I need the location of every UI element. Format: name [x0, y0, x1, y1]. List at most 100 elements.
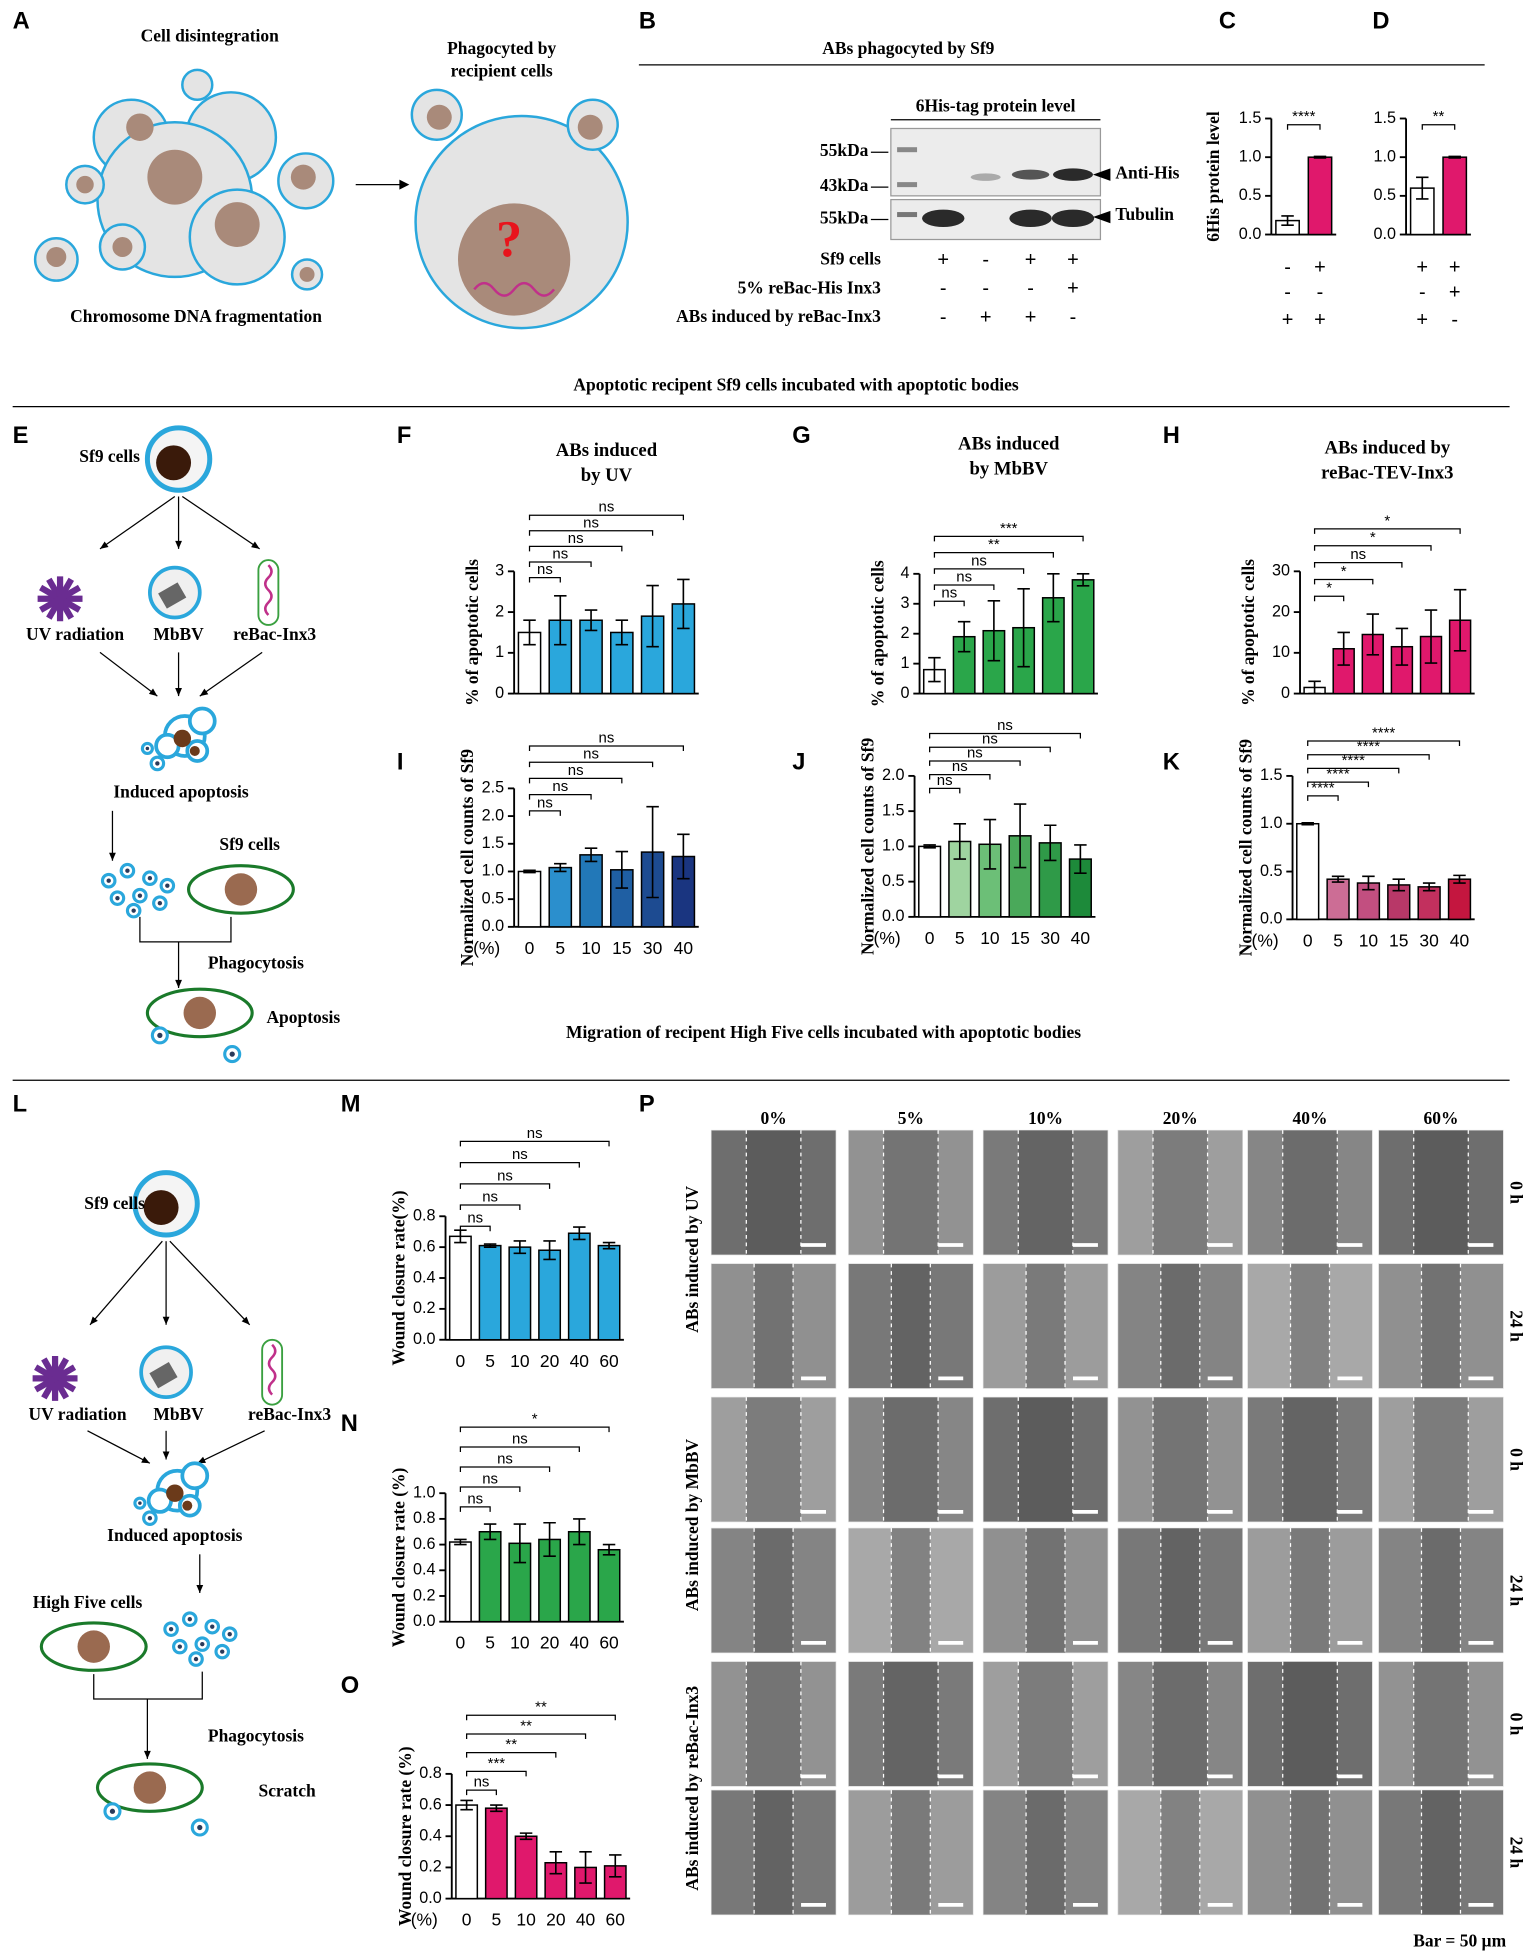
panel-letter: B — [639, 9, 656, 35]
bar — [567, 1232, 591, 1341]
sign: - — [1070, 306, 1077, 328]
significance-label: ns — [997, 717, 1013, 734]
significance-bracket — [933, 568, 1025, 574]
micrograph — [710, 1129, 837, 1256]
error-bar — [554, 862, 567, 873]
significance-bracket — [466, 1714, 616, 1721]
x-tick-label: 5 — [485, 1633, 495, 1653]
bar — [597, 1244, 621, 1341]
y-tick-label: 0.5 — [482, 889, 505, 907]
arrow-head — [175, 540, 182, 549]
significance-label: ns — [583, 514, 599, 531]
arrow — [169, 1240, 251, 1326]
x-tick-label: 30 — [1041, 928, 1061, 948]
bar — [478, 1244, 502, 1341]
bar — [1326, 878, 1350, 921]
diagram-label: UV radiation — [28, 1404, 126, 1424]
wound-gap — [1413, 1397, 1469, 1522]
nucleus — [224, 873, 258, 906]
arrow-head — [399, 179, 410, 190]
y-tick-label: 1 — [495, 643, 504, 661]
micrograph — [1117, 1263, 1243, 1389]
x-unit: (%) — [411, 1910, 438, 1930]
panel-letter: O — [341, 1673, 359, 1699]
significance-label: ** — [988, 536, 1000, 553]
vesicle-core — [109, 1808, 116, 1814]
significance-bracket — [929, 760, 1021, 766]
error-bar — [615, 619, 629, 646]
bar — [1307, 156, 1333, 236]
error-bar — [584, 609, 598, 632]
wound-gap — [1152, 1397, 1208, 1522]
bracket — [93, 1671, 203, 1700]
error-bar — [1313, 155, 1327, 159]
vesicle-core — [229, 1051, 235, 1057]
micrograph — [1378, 1661, 1504, 1787]
significance-bracket — [528, 794, 592, 800]
x-tick-label: 40 — [674, 938, 694, 958]
x-unit: (%) — [1252, 930, 1279, 950]
significance-label: ns — [583, 746, 599, 763]
y-tick-label: 1.0 — [1260, 814, 1283, 832]
heading: Migration of recipent High Five cells in… — [566, 1022, 1081, 1042]
x-tick-label: 20 — [540, 1351, 560, 1371]
significance-label: ns — [552, 545, 568, 562]
wound-gap — [883, 1397, 939, 1522]
significance-bracket — [459, 1225, 491, 1232]
error-bar — [579, 1851, 592, 1884]
sign: + — [1025, 249, 1037, 271]
y-tick-label: 1.0 — [413, 1483, 436, 1501]
bar — [478, 1530, 502, 1623]
time-label: 24 h — [1507, 1575, 1526, 1607]
nucleus — [166, 1484, 184, 1502]
vesicle-core — [155, 761, 160, 766]
column-header: 5% — [898, 1108, 924, 1128]
diagram-label: Sf9 cells — [219, 834, 280, 854]
panel-letter: N — [341, 1411, 358, 1437]
significance-label: ns — [467, 1490, 483, 1507]
error-bar — [1074, 844, 1087, 874]
vesicle-core — [200, 1641, 205, 1647]
wound-gap — [1282, 1130, 1338, 1255]
micrograph — [848, 1396, 974, 1523]
x-tick-label: 0 — [1303, 930, 1313, 950]
arrow — [99, 495, 176, 550]
y-tick-label: 1.0 — [482, 862, 505, 880]
group-label: ABs induced by MbBV — [682, 1439, 702, 1612]
panel-letter: F — [397, 423, 411, 449]
nucleus — [173, 729, 192, 748]
wound-gap — [891, 1263, 931, 1389]
y-tick-label: 0 — [1281, 684, 1290, 702]
heading: Apoptotic recipent Sf9 cells incubated w… — [573, 375, 1018, 395]
arrow-head — [175, 979, 182, 988]
sign: - — [1027, 278, 1034, 300]
micrograph — [982, 1129, 1109, 1256]
error-bar — [646, 805, 659, 899]
y-tick-label: 10 — [1272, 643, 1290, 661]
y-tick-label: 2 — [495, 602, 504, 620]
micrograph — [1247, 1129, 1373, 1256]
significance-label: ns — [482, 1189, 498, 1206]
significance-label: * — [1326, 580, 1332, 597]
heading: ABs phagocyted by Sf9 — [822, 38, 994, 58]
y-tick-label: 0 — [901, 684, 910, 702]
group-label: ABs induced by UV — [682, 1185, 702, 1332]
micrograph — [1117, 1661, 1243, 1787]
bar — [517, 870, 542, 928]
significance-label: * — [532, 1411, 538, 1428]
wound-gap — [1421, 1790, 1461, 1915]
virus-core — [149, 1361, 178, 1389]
significance-label: ns — [971, 552, 987, 569]
significance-bracket — [528, 561, 592, 567]
label: Cell disintegration — [141, 25, 279, 45]
sign: + — [1314, 309, 1326, 331]
nucleus — [77, 1630, 110, 1663]
y-tick-label: 0.8 — [413, 1509, 436, 1527]
significance-label: ns — [952, 758, 968, 775]
time-label: 0 h — [1507, 1448, 1526, 1471]
vesicle-core — [157, 1032, 163, 1039]
sign: + — [1416, 309, 1428, 331]
error-bar — [677, 833, 690, 880]
bar — [1417, 886, 1441, 921]
sign: - — [940, 278, 947, 300]
